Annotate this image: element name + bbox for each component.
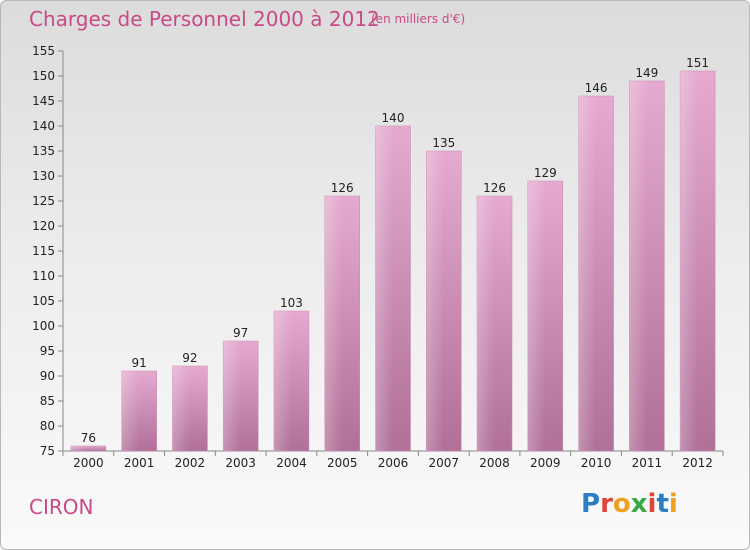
x-tick-label: 2005 [327, 456, 358, 470]
bar-value-label: 103 [280, 296, 303, 310]
bar-value-label: 91 [132, 356, 147, 370]
commune-name: CIRON [29, 495, 94, 519]
bar-value-label: 76 [81, 431, 96, 445]
bar-value-label: 97 [233, 326, 248, 340]
y-tick-label: 125 [32, 194, 55, 208]
y-tick-label: 95 [40, 344, 55, 358]
x-tick-label: 2000 [73, 456, 104, 470]
y-tick-label: 105 [32, 294, 55, 308]
y-tick-label: 90 [40, 369, 55, 383]
y-tick-label: 150 [32, 69, 55, 83]
bar-highlight [527, 181, 546, 451]
bar-highlight [578, 96, 597, 451]
y-tick-label: 75 [40, 444, 55, 458]
bar-highlight [680, 71, 698, 451]
bar-highlight [375, 126, 393, 451]
bar-value-label: 129 [534, 166, 557, 180]
value-labels: 76 91 92 97 103 126 140 135 126 129 146 149 151 [81, 56, 709, 445]
x-tick-label: 2012 [682, 456, 713, 470]
logo-letter: P [581, 489, 601, 519]
y-tick-label: 140 [32, 119, 55, 133]
proxiti-logo: Proxiti [581, 489, 678, 519]
x-tick-label: 2003 [225, 456, 256, 470]
y-tick-label: 110 [32, 269, 55, 283]
bar-highlight [324, 196, 343, 451]
y-tick-label: 100 [32, 319, 55, 333]
bar-value-label: 126 [483, 181, 506, 195]
y-tick-label: 130 [32, 169, 55, 183]
x-tick-label: 2011 [632, 456, 663, 470]
bars [70, 70, 716, 452]
x-tick-label: 2007 [428, 456, 459, 470]
x-tick-label: 2006 [378, 456, 409, 470]
y-tick-label: 80 [40, 419, 55, 433]
bar-highlight [223, 341, 241, 451]
bar-highlight [70, 446, 89, 451]
axes: 75 80 85 90 95 100 105 110 115 120 125 130 135 140 145… [32, 44, 724, 470]
bar-highlight [426, 151, 444, 451]
bar-value-label: 126 [331, 181, 354, 195]
x-tick-label: 2001 [124, 456, 155, 470]
logo-letter: o [612, 489, 631, 519]
y-tick-label: 135 [32, 144, 55, 158]
x-tick-label: 2009 [530, 456, 561, 470]
bar-value-label: 140 [382, 111, 405, 125]
logo-letter: i [647, 489, 657, 519]
bar-highlight [629, 81, 647, 451]
bar-value-label: 135 [432, 136, 455, 150]
y-tick-label: 115 [32, 244, 55, 258]
bar-value-label: 151 [686, 56, 709, 70]
x-tick-label: 2004 [276, 456, 307, 470]
logo-letter: i [668, 489, 678, 519]
bar-highlight [477, 196, 495, 451]
logo-letter: x [630, 489, 648, 519]
bar-value-label: 146 [585, 81, 608, 95]
x-tick-label: 2008 [479, 456, 510, 470]
y-tick-label: 85 [40, 394, 55, 408]
logo-letter: r [600, 489, 613, 519]
bar-value-label: 149 [635, 66, 658, 80]
x-tick-label: 2010 [581, 456, 612, 470]
x-tick-label: 2002 [175, 456, 206, 470]
bar-highlight [172, 366, 190, 451]
y-tick-label: 155 [32, 44, 55, 58]
bar-highlight [121, 371, 140, 451]
logo-letter: t [656, 489, 669, 519]
y-tick-label: 120 [32, 219, 55, 233]
y-tick-label: 145 [32, 94, 55, 108]
chart-title: Charges de Personnel 2000 à 2012 [29, 7, 380, 31]
bar-value-label: 92 [182, 351, 197, 365]
chart-subtitle: (en milliers d'€) [371, 12, 466, 26]
bar-highlight [273, 311, 292, 451]
